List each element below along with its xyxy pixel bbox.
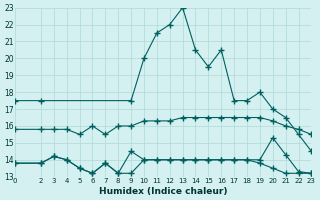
X-axis label: Humidex (Indice chaleur): Humidex (Indice chaleur) [99, 187, 228, 196]
